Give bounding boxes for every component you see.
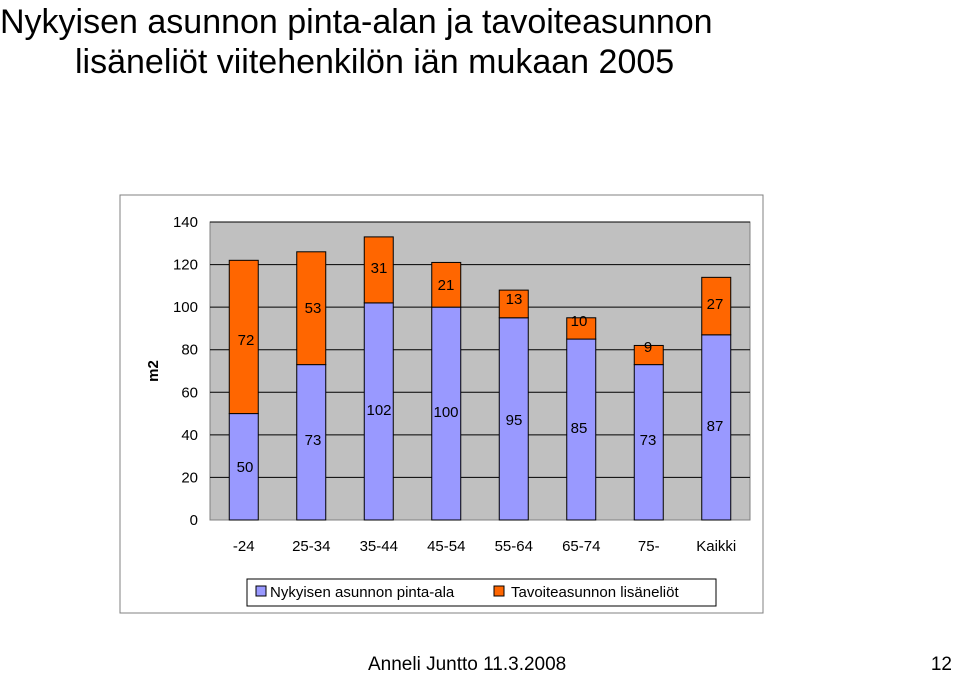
data-label: 31 — [371, 260, 388, 277]
y-tick-label: 100 — [173, 299, 198, 316]
title-line-1: Nykyisen asunnon pinta-alan ja tavoiteas… — [0, 3, 713, 41]
data-label: 10 — [571, 313, 588, 330]
bar-current — [633, 364, 664, 521]
bar-additional — [633, 344, 664, 366]
y-tick-label: 80 — [181, 342, 198, 359]
data-label: 21 — [438, 277, 455, 294]
x-tick-label: 35-44 — [360, 538, 398, 555]
x-tick-label: 75- — [638, 538, 660, 555]
bar-additional — [498, 289, 529, 319]
data-label: 73 — [640, 432, 657, 449]
bar-current — [498, 317, 529, 521]
page-number: 12 — [930, 654, 952, 675]
x-tick-label: Kaikki — [696, 538, 736, 555]
y-tick-label: 140 — [173, 214, 198, 231]
data-label: 73 — [305, 432, 322, 449]
x-tick-label: 55-64 — [495, 538, 533, 555]
x-tick-label: 65-74 — [562, 538, 600, 555]
footer-author: Anneli Juntto 11.3.2008 — [368, 654, 567, 675]
bar-current — [566, 338, 597, 521]
data-label: 27 — [707, 296, 724, 313]
data-label: 9 — [644, 339, 652, 356]
y-axis-ticks: 0 20 40 60 80 100 120 140 — [173, 214, 198, 529]
legend-item-current: Nykyisen asunnon pinta-ala — [270, 584, 455, 601]
data-label: 95 — [506, 412, 523, 429]
bar-additional — [431, 261, 462, 308]
y-tick-label: 120 — [173, 257, 198, 274]
bar-additional — [701, 276, 732, 336]
bar-current — [431, 306, 462, 521]
data-label: 53 — [305, 300, 322, 317]
slide-title: Nykyisen asunnon pinta-alan ja tavoiteas… — [0, 2, 960, 82]
bar-current — [228, 413, 259, 521]
bar-additional — [363, 236, 394, 304]
legend-item-additional: Tavoiteasunnon lisäneliöt — [511, 584, 679, 601]
bar-current — [296, 364, 327, 521]
data-label: 50 — [237, 459, 254, 476]
y-tick-label: 20 — [181, 469, 198, 486]
bar-additional — [296, 251, 327, 366]
bar-current — [701, 334, 732, 521]
data-label: 100 — [433, 404, 458, 421]
legend: Nykyisen asunnon pinta-ala Tavoiteasunnon… — [255, 584, 679, 601]
x-tick-label: -24 — [233, 538, 255, 555]
legend-box — [246, 578, 717, 607]
legend-swatch — [255, 585, 267, 597]
data-label: 13 — [506, 291, 523, 308]
x-tick-label: 45-54 — [427, 538, 465, 555]
y-tick-label: 40 — [181, 427, 198, 444]
title-line-2: lisäneliöt viitehenkilön iän mukaan 2005 — [75, 43, 675, 81]
bars: 50 72 73 53 102 31 100 21 95 13 85 10 73 9 87 27 — [228, 236, 732, 521]
y-tick-label: 0 — [190, 512, 198, 529]
x-axis-ticks: -24 25-34 35-44 45-54 55-64 65-74 75- Kaikki — [233, 538, 736, 555]
y-axis-label: m2 — [145, 360, 162, 382]
x-tick-label: 25-34 — [292, 538, 330, 555]
legend-swatch — [493, 585, 505, 597]
bar-additional — [228, 259, 259, 415]
data-label: 102 — [366, 402, 391, 419]
data-label: 87 — [707, 418, 724, 435]
data-label: 72 — [238, 332, 255, 349]
plot-area — [209, 221, 751, 521]
bar-additional — [566, 317, 597, 340]
y-tick-label: 60 — [181, 384, 198, 401]
data-label: 85 — [571, 420, 588, 437]
